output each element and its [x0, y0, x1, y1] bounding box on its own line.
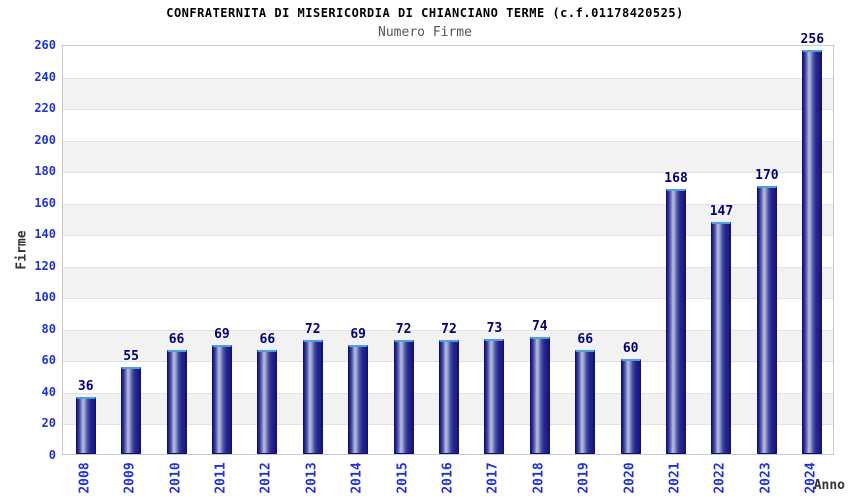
grid-band	[63, 46, 833, 78]
bar-2012	[257, 350, 278, 454]
bar-value-label: 72	[395, 322, 412, 337]
y-tick-140: 140	[34, 227, 56, 242]
x-tick-2019: 2019	[576, 462, 592, 494]
y-tick-60: 60	[41, 353, 56, 368]
grid-band	[63, 266, 833, 299]
y-axis-label: Firme	[14, 230, 30, 270]
bar-2014	[348, 345, 369, 454]
plot-area: 36 55 66 69 66 72 69 72 72 73 74 66 60 168 147 170 256	[62, 32, 834, 455]
x-tick-2014: 2014	[349, 462, 365, 494]
bar-value-label: 69	[350, 327, 366, 342]
bar-value-label: 60	[622, 341, 639, 356]
chart-subtitle: Numero Firme	[378, 25, 472, 40]
bar-value-label: 66	[577, 332, 594, 347]
bar-2009	[121, 367, 142, 454]
bar-value-label: 72	[441, 322, 457, 337]
bar-value-label: 147	[709, 204, 734, 219]
x-axis-label: Anno	[813, 478, 845, 493]
bar-value-label: 69	[214, 327, 230, 342]
x-tick-2023: 2023	[758, 462, 774, 494]
x-tick-2020: 2020	[622, 462, 638, 494]
grid-band	[63, 298, 833, 330]
chart-title: CONFRATERNITA DI MISERICORDIA DI CHIANCI…	[166, 6, 684, 20]
bar-2011	[211, 345, 232, 454]
bar-value-label: 36	[77, 379, 94, 394]
bar-2024	[802, 50, 823, 454]
grid-band	[63, 172, 833, 204]
x-tick-2009: 2009	[122, 462, 138, 494]
bar-2016	[439, 340, 459, 454]
y-tick-100: 100	[34, 290, 56, 305]
y-tick-240: 240	[34, 69, 56, 84]
grid-band	[63, 77, 833, 110]
y-tick-20: 20	[41, 416, 56, 431]
y-tick-80: 80	[41, 321, 56, 336]
bar-value-label: 72	[304, 322, 321, 337]
bar-2018	[529, 337, 550, 454]
bar-2010	[166, 350, 187, 454]
bar-2015	[393, 340, 414, 454]
y-tick-0: 0	[48, 448, 56, 462]
x-tick-2018: 2018	[531, 462, 547, 494]
x-tick-2013: 2013	[304, 462, 320, 494]
bar-value-label: 170	[755, 168, 779, 183]
y-tick-40: 40	[41, 384, 56, 399]
bar-value-label: 168	[664, 171, 688, 186]
x-tick-2011: 2011	[213, 462, 229, 494]
grid-band	[63, 203, 833, 236]
bar-2017	[484, 339, 505, 454]
x-tick-2015: 2015	[395, 462, 411, 494]
bar-2008	[75, 397, 96, 454]
x-tick-2017: 2017	[485, 462, 501, 494]
grid-band	[63, 140, 833, 173]
x-tick-2012: 2012	[258, 462, 274, 494]
bar-value-label: 66	[259, 332, 276, 347]
y-tick-220: 220	[34, 101, 56, 116]
bar-value-label: 256	[800, 32, 825, 47]
y-tick-120: 120	[34, 258, 56, 273]
bar-value-label: 74	[531, 319, 548, 334]
x-tick-2010: 2010	[168, 462, 184, 494]
y-tick-260: 260	[34, 38, 56, 52]
x-tick-2022: 2022	[712, 462, 728, 494]
bar-2019	[575, 350, 596, 454]
bar-2013	[302, 340, 323, 454]
y-tick-200: 200	[34, 132, 56, 147]
y-tick-160: 160	[34, 195, 56, 210]
bar-2020	[620, 359, 641, 454]
bar-value-label: 73	[486, 321, 503, 336]
x-tick-2021: 2021	[667, 462, 683, 494]
bar-value-label: 66	[168, 332, 185, 347]
y-tick-180: 180	[34, 164, 56, 179]
bar-value-label: 55	[123, 349, 139, 364]
x-tick-2008: 2008	[77, 462, 93, 494]
x-tick-2016: 2016	[440, 462, 456, 494]
bar-2023	[756, 186, 777, 454]
bar-2021	[666, 189, 687, 454]
grid-band	[63, 235, 833, 267]
bar-2022	[711, 222, 732, 454]
grid-band	[63, 109, 833, 141]
